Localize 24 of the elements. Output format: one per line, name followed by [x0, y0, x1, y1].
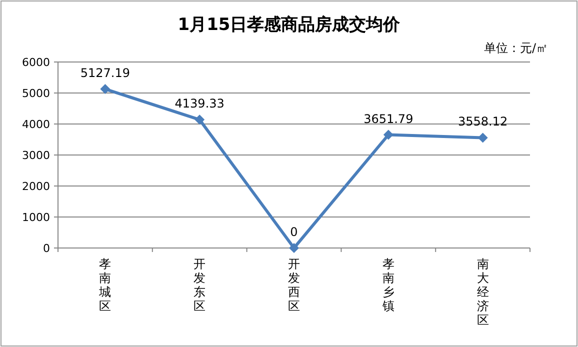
point [383, 130, 394, 140]
y-tick-label: 0 [43, 242, 50, 255]
point [100, 84, 110, 94]
chart-title: 1月15日孝感商品房成交均价 [178, 15, 402, 35]
data-label: 0 [290, 225, 298, 239]
point [289, 243, 299, 253]
x-tick-label: 开发西区 [288, 257, 300, 313]
y-tick-label: 6000 [22, 56, 50, 69]
data-label: 3558.12 [458, 114, 508, 129]
y-tick-label: 3000 [22, 149, 50, 162]
y-tick-label: 5000 [22, 87, 50, 100]
data-label: 4139.33 [174, 96, 224, 111]
y-tick-label: 2000 [22, 180, 50, 193]
x-tick-label: 孝南乡镇 [381, 257, 394, 313]
point [194, 114, 205, 125]
x-tick-label: 南大经济区 [476, 257, 489, 327]
data-label: 3651.79 [364, 112, 414, 126]
text: 单位：元/㎡ [484, 41, 548, 55]
y-tick-label: 4000 [22, 118, 50, 131]
x-tick-label: 开发东区 [194, 257, 206, 313]
data-label: 5127.19 [80, 66, 130, 80]
point [478, 132, 488, 143]
y-tick-label: 1000 [22, 211, 50, 224]
x-tick-label: 孝南城区 [98, 257, 112, 313]
